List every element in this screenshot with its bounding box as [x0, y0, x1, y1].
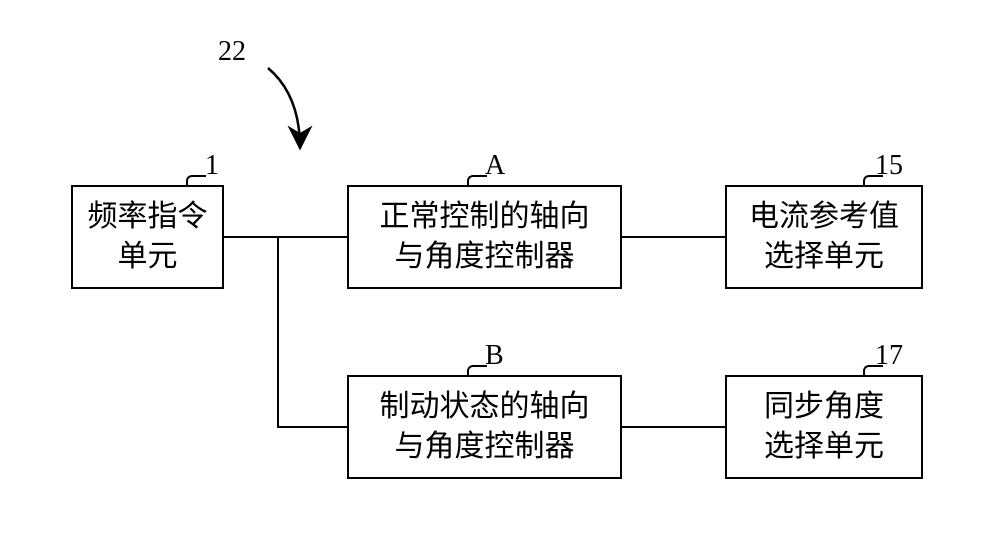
node-frequency-command-unit: 频率指令 单元 [71, 185, 224, 289]
node-15-line2: 选择单元 [764, 240, 884, 273]
node-1-line1: 频率指令 [88, 200, 208, 233]
node-label-B: B [485, 340, 504, 372]
edge-A-15 [622, 236, 725, 238]
edge-1-B-horizontal [277, 426, 347, 428]
node-17-line1: 同步角度 [764, 390, 884, 423]
node-A-line2: 与角度控制器 [395, 240, 575, 273]
edge-1-A [224, 236, 347, 238]
node-current-reference-select-unit: 电流参考值 选择单元 [725, 185, 923, 289]
node-braking-state-controller: 制动状态的轴向 与角度控制器 [347, 375, 622, 479]
edge-B-17 [622, 426, 725, 428]
node-B-line2: 与角度控制器 [395, 430, 575, 463]
edge-1-B-vertical [277, 236, 279, 428]
node-B-line1: 制动状态的轴向 [380, 390, 590, 423]
node-17-line2: 选择单元 [764, 430, 884, 463]
node-1-line2: 单元 [118, 240, 178, 273]
node-label-A: A [485, 150, 505, 182]
node-sync-angle-select-unit: 同步角度 选择单元 [725, 375, 923, 479]
node-15-line1: 电流参考值 [749, 200, 899, 233]
node-A-line1: 正常控制的轴向 [380, 200, 590, 233]
node-normal-control-controller: 正常控制的轴向 与角度控制器 [347, 185, 622, 289]
node-label-1: 1 [205, 150, 219, 182]
node-label-15: 15 [875, 150, 903, 182]
node-label-17: 17 [875, 340, 903, 372]
